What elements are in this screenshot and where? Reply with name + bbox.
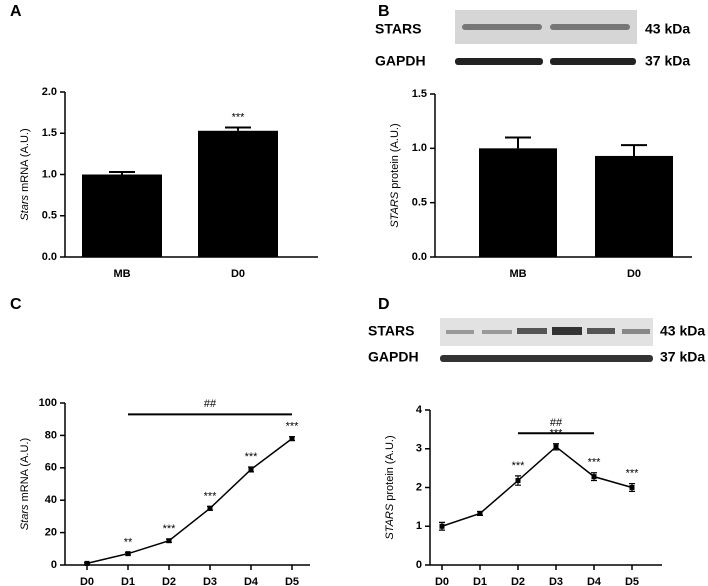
x-tick-label: MB: [113, 268, 130, 280]
y-label-part: protein (A.U.): [389, 123, 401, 191]
x-tick-label: D0: [627, 268, 641, 280]
error-bar: [109, 171, 135, 175]
significance-label: ***: [204, 490, 218, 502]
point: [553, 444, 559, 450]
point: [125, 551, 131, 557]
error-bar: [505, 136, 531, 149]
error-bar: [621, 144, 647, 156]
y-tick-label: 0.5: [412, 197, 427, 209]
y-tick-label: 1.0: [42, 168, 57, 180]
y-label-part: mRNA (A.U.): [19, 128, 31, 195]
point: [289, 436, 295, 442]
significance-label: ***: [232, 111, 246, 123]
bracket-label: ##: [204, 398, 217, 410]
y-tick-label: 2.0: [42, 86, 57, 98]
bar: [82, 174, 162, 257]
x-tick-label: D3: [549, 576, 563, 586]
y-axis-label: Stars mRNA (A.U.): [19, 438, 31, 530]
x-tick-label: D4: [244, 576, 259, 586]
bar: [595, 155, 673, 257]
y-tick-label: 2: [416, 481, 422, 493]
point: [629, 485, 635, 490]
x-tick-label: D3: [203, 576, 217, 586]
y-tick-label: 0.0: [42, 251, 57, 263]
y-tick-label: 40: [45, 494, 57, 506]
point: [84, 560, 90, 566]
blot-label: GAPDH: [375, 53, 426, 69]
y-label-part: mRNA (A.U.): [19, 438, 31, 505]
x-tick-label: D2: [511, 576, 525, 586]
y-tick-label: 0.5: [42, 210, 57, 222]
significance-label: ***: [245, 451, 259, 463]
panel-label: C: [10, 296, 22, 313]
y-tick-label: 3: [416, 443, 422, 455]
point: [248, 466, 254, 472]
error-bar: [225, 126, 251, 131]
panel-label: D: [378, 296, 390, 313]
significance-label: ***: [512, 460, 526, 472]
y-tick-label: 0: [416, 559, 422, 571]
y-axis-label: STARS protein (A.U.): [389, 123, 401, 227]
x-tick-label: D5: [625, 576, 639, 586]
blot-size: 43 kDa: [660, 323, 705, 339]
y-label-part: STARS: [384, 503, 396, 540]
y-axis-label: STARS protein (A.U.): [384, 435, 396, 539]
y-label-part: Stars: [19, 504, 31, 530]
y-tick-label: 1.5: [42, 127, 57, 139]
blot-label: STARS: [375, 21, 421, 37]
bar: [198, 130, 278, 257]
blot-size: 37 kDa: [660, 349, 705, 365]
blot-size: 43 kDa: [645, 21, 690, 37]
x-tick-label: D0: [80, 576, 94, 586]
blot-b: [455, 10, 637, 65]
point: [166, 538, 172, 544]
point: [515, 478, 521, 484]
y-label-part: Stars: [19, 194, 31, 220]
x-tick-label: D0: [435, 576, 449, 586]
y-tick-label: 0: [51, 559, 57, 571]
significance-label: **: [124, 536, 133, 548]
y-tick-label: 80: [45, 429, 57, 441]
x-tick-label: D1: [121, 576, 135, 586]
y-tick-label: 20: [45, 527, 57, 539]
y-tick-label: 100: [39, 397, 57, 409]
significance-label: ***: [588, 457, 602, 469]
x-tick-label: MB: [509, 268, 526, 280]
panel-label: A: [10, 3, 22, 20]
y-tick-label: 4: [416, 404, 423, 416]
blot-d: [440, 318, 653, 362]
x-tick-label: D0: [231, 268, 245, 280]
x-tick-label: D1: [473, 576, 487, 586]
x-tick-label: D5: [285, 576, 299, 586]
point: [591, 474, 597, 480]
significance-label: ***: [163, 523, 177, 535]
significance-label: ***: [626, 468, 640, 480]
y-tick-label: 1: [416, 520, 422, 532]
y-label-part: STARS: [389, 191, 401, 228]
y-tick-label: 1.0: [412, 142, 427, 154]
y-tick-label: 60: [45, 462, 57, 474]
point: [207, 505, 213, 511]
x-tick-label: D2: [162, 576, 176, 586]
point: [439, 523, 445, 529]
line: [86, 438, 293, 565]
panel-label: B: [378, 3, 390, 20]
point: [477, 510, 483, 516]
y-tick-label: 1.5: [412, 88, 427, 100]
x-tick-label: D4: [587, 576, 602, 586]
y-label-part: protein (A.U.): [384, 435, 396, 503]
significance-label: ***: [286, 421, 300, 433]
y-axis-label: Stars mRNA (A.U.): [19, 128, 31, 220]
y-tick-label: 0.0: [412, 251, 427, 263]
bar: [479, 148, 557, 257]
blot-size: 37 kDa: [645, 53, 690, 69]
line: [441, 445, 633, 527]
blot-label: STARS: [368, 323, 414, 339]
bracket-label: ##: [550, 417, 563, 429]
blot-label: GAPDH: [368, 349, 419, 365]
